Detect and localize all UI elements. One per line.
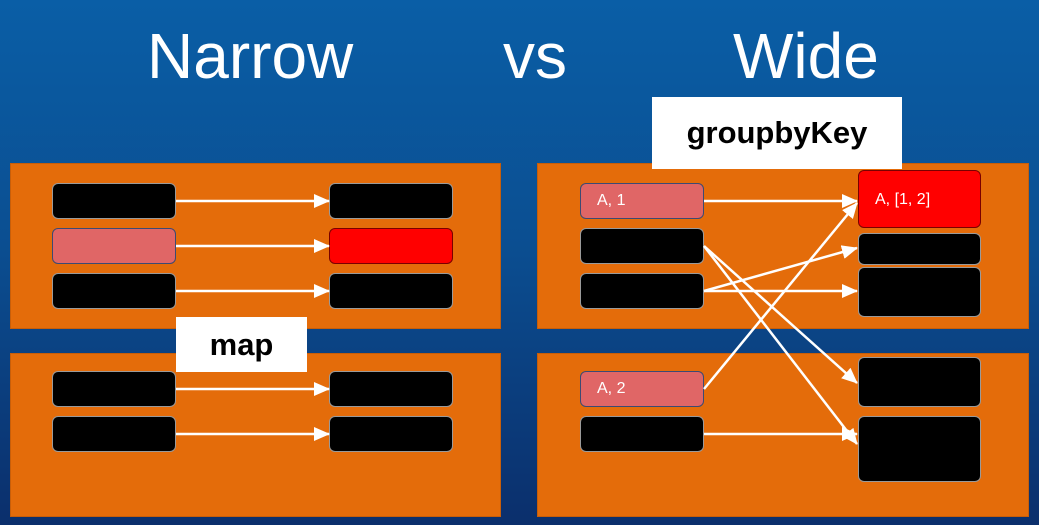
wide-source-record-5	[580, 416, 704, 452]
narrow-target-record-5	[329, 416, 453, 452]
narrow-target-record-1	[329, 183, 453, 219]
narrow-source-record-5	[52, 416, 176, 452]
wide-source-record-2	[580, 228, 704, 264]
wide-target-record-3	[858, 267, 981, 317]
groupbykey-label: groupbyKey	[652, 97, 902, 169]
narrow-target-record-4	[329, 371, 453, 407]
narrow-source-record-2-highlighted	[52, 228, 176, 264]
title-vs: vs	[503, 20, 567, 92]
wide-target-record-5	[858, 416, 981, 482]
title-wide: Wide	[733, 20, 879, 92]
wide-target-record-4	[858, 357, 981, 407]
wide-source-record-a1: A, 1	[580, 183, 704, 219]
title-narrow: Narrow	[147, 20, 354, 92]
wide-source-record-a2: A, 2	[580, 371, 704, 407]
wide-arrow-a2-to-a12	[703, 202, 858, 390]
narrow-source-record-3	[52, 273, 176, 309]
wide-source-record-3	[580, 273, 704, 309]
wide-arrow-r3-to-t2	[703, 245, 858, 293]
narrow-source-record-4	[52, 371, 176, 407]
narrow-source-record-1	[52, 183, 176, 219]
wide-target-record-2	[858, 233, 981, 265]
wide-target-record-a12: A, [1, 2]	[858, 170, 981, 228]
narrow-target-record-2-highlighted	[329, 228, 453, 264]
wide-arrow-r2-to-t5	[703, 245, 858, 445]
map-label: map	[176, 317, 307, 372]
wide-arrow-r2-to-t4	[703, 245, 858, 384]
narrow-target-record-3	[329, 273, 453, 309]
